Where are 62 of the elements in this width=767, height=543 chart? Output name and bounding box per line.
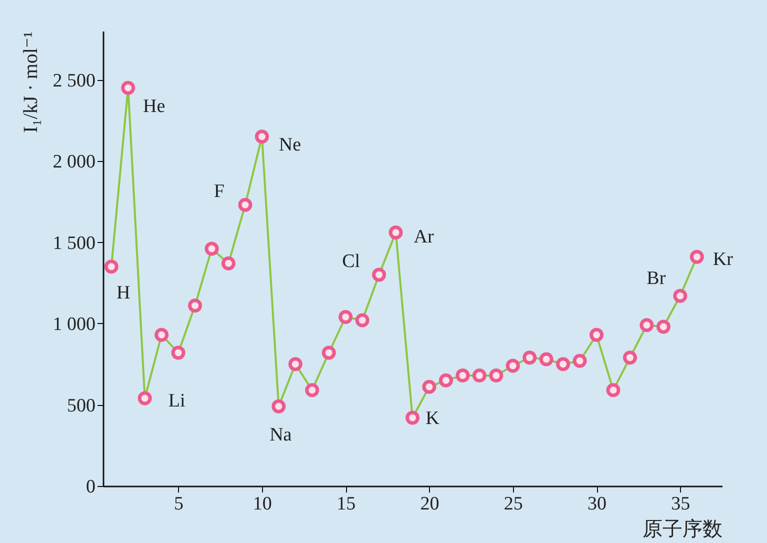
x-tick-label: 15 — [336, 494, 356, 514]
annotation: Kr — [712, 248, 734, 270]
point — [422, 380, 436, 394]
y-tick-label: 500 — [67, 395, 96, 416]
annotation: Ne — [278, 134, 302, 156]
point — [406, 410, 420, 425]
point — [556, 357, 570, 372]
point — [673, 288, 688, 303]
x-tick-label: 35 — [671, 494, 690, 514]
point — [606, 383, 620, 398]
x-tick-label: 20 — [420, 494, 440, 514]
point — [640, 318, 654, 332]
point — [372, 268, 386, 282]
point — [690, 250, 704, 264]
y-tick-label: 2 000 — [52, 152, 96, 172]
annotation: He — [143, 96, 166, 117]
point — [572, 354, 587, 368]
annotation: F — [214, 180, 224, 202]
x-tick-label: 30 — [588, 494, 607, 514]
y-tick-label: 1 000 — [52, 314, 96, 335]
point — [472, 368, 486, 382]
annotation: K — [426, 408, 440, 429]
point — [305, 383, 320, 398]
annotation: Cl — [342, 250, 360, 272]
point — [272, 399, 286, 414]
y-tick-label: 0 — [86, 476, 96, 498]
point — [322, 346, 336, 360]
point — [221, 256, 236, 270]
y-axis-title: I₁/kJ · mol⁻¹ — [20, 32, 42, 133]
point — [590, 328, 604, 342]
point — [489, 368, 504, 382]
x-tick-label: 25 — [504, 494, 523, 514]
annotation: Ar — [414, 226, 434, 248]
y-tick-label: 2 500 — [52, 70, 96, 92]
point — [522, 350, 537, 365]
point — [254, 130, 269, 144]
point — [204, 242, 219, 256]
point — [104, 260, 118, 274]
point — [388, 226, 403, 240]
point — [154, 328, 169, 342]
point — [288, 357, 302, 372]
y-tick-label: 1 500 — [52, 232, 96, 254]
point — [656, 320, 670, 334]
point — [238, 198, 252, 212]
x-tick-label: 5 — [174, 494, 184, 514]
point — [622, 350, 637, 365]
point — [456, 368, 470, 382]
annotation: Li — [168, 390, 186, 412]
annotation: Br — [646, 268, 666, 289]
point — [121, 80, 136, 95]
point — [338, 310, 353, 324]
point — [171, 346, 186, 360]
x-axis-title: 原子序数 — [642, 518, 722, 540]
point — [138, 391, 152, 406]
point — [438, 373, 453, 388]
annotation: Na — [270, 424, 292, 446]
point — [188, 298, 202, 313]
annotation: H — [116, 282, 130, 304]
point — [506, 358, 520, 373]
point — [355, 313, 370, 328]
x-tick-label: 10 — [252, 494, 272, 514]
point — [539, 352, 554, 366]
